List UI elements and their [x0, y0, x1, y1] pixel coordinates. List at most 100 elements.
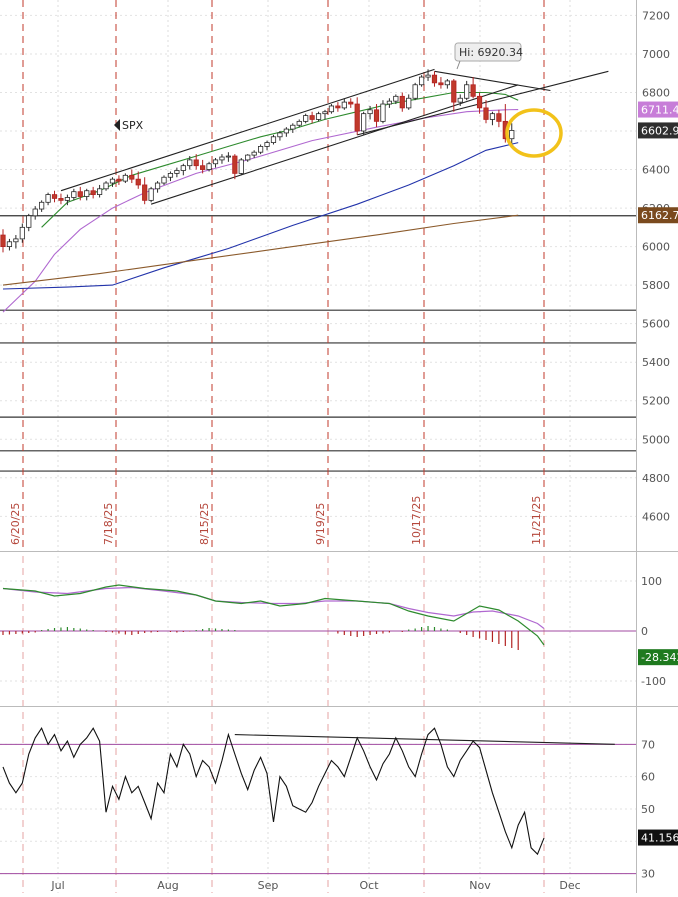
candle-body: [354, 103, 360, 132]
price-tag-box: [638, 101, 678, 118]
macd-value-tag-box: [638, 649, 678, 666]
candle-body: [322, 111, 328, 115]
rsi-value-tag-box: [638, 829, 678, 846]
symbol-marker-icon: [114, 119, 120, 131]
candle-body: [451, 80, 457, 103]
candle-body: [496, 113, 502, 122]
candle-body: [457, 97, 463, 103]
candle-body: [19, 226, 25, 240]
price-tick-label: 5400: [642, 356, 670, 369]
date-marker-label: 10/17/25: [410, 496, 423, 545]
macd-line: [2, 584, 545, 646]
price-tick-label: 6400: [642, 164, 670, 177]
candle-body: [386, 100, 393, 105]
candle-body: [509, 130, 515, 140]
x-tick-label: Jul: [50, 879, 64, 892]
date-marker-label: 6/20/25: [9, 503, 22, 545]
candle-body: [380, 103, 386, 122]
high-annotation-box: [454, 42, 522, 62]
candle-body: [232, 155, 238, 174]
x-tick-label: Sep: [258, 879, 279, 892]
candle-body: [335, 105, 341, 109]
candle-body: [84, 190, 90, 197]
candle-body: [77, 191, 83, 197]
candle-body: [393, 95, 399, 102]
candle-body: [64, 197, 70, 201]
price-tick-label: 4600: [642, 510, 670, 523]
highlight-circle: [505, 108, 563, 158]
candle-body: [13, 238, 19, 243]
candle-body: [418, 76, 425, 86]
rsi-tick-label: 70: [641, 738, 655, 751]
macd-value-tag-label: -28.342: [641, 651, 678, 664]
candle-body: [348, 101, 354, 105]
date-marker-label: 8/15/25: [198, 503, 211, 545]
candle-body: [373, 109, 380, 122]
candle-body: [412, 84, 418, 99]
candle-body: [425, 74, 431, 78]
candle-body: [142, 184, 148, 201]
candle-body: [200, 165, 206, 170]
candle-body: [0, 234, 6, 248]
price-tick-label: 5200: [642, 395, 670, 408]
symbol-label: SPX: [122, 119, 144, 132]
candle-body: [245, 154, 251, 161]
price-tick-label: 6000: [642, 241, 670, 254]
candle-body: [103, 182, 109, 190]
trendline: [434, 70, 551, 92]
price-tick-label: 4800: [642, 472, 670, 485]
candle-body: [167, 172, 174, 178]
date-marker-label: 9/19/25: [314, 503, 327, 545]
candle-body: [476, 95, 483, 109]
trendline: [60, 68, 435, 192]
candle-body: [206, 163, 212, 170]
date-marker-label: 11/21/25: [530, 496, 543, 545]
candle-body: [109, 178, 116, 184]
candle-body: [315, 113, 322, 120]
candle-body: [116, 178, 122, 182]
price-tag-label: 6602.99: [641, 124, 678, 137]
candle-body: [257, 146, 264, 153]
candle-body: [39, 201, 45, 210]
macd-tick-label: -100: [641, 675, 666, 688]
candle-body: [212, 159, 219, 165]
rsi-tick-label: 60: [641, 771, 655, 784]
rsi-line: [2, 727, 545, 856]
candle-body: [309, 115, 315, 120]
trendline: [357, 70, 609, 136]
candle-body: [129, 174, 135, 180]
candle-body: [483, 107, 489, 120]
candle-body: [489, 113, 496, 120]
candle-body: [122, 174, 128, 182]
price-tick-label: 5000: [642, 433, 670, 446]
macd-tick-label: 0: [641, 625, 648, 638]
price-tick-label: 7200: [642, 9, 670, 22]
candle-body: [303, 115, 309, 122]
candle-body: [431, 74, 438, 84]
candle-body: [277, 132, 283, 138]
candle-body: [71, 191, 77, 198]
candle-body: [154, 182, 161, 190]
candle-body: [45, 194, 51, 203]
moving-average-line: [2, 142, 519, 290]
price-tag-box: [638, 122, 678, 139]
rsi-value-tag-label: 41.1568: [641, 832, 678, 845]
high-annotation-pointer: [456, 60, 461, 70]
candle-body: [225, 155, 231, 158]
candle-body: [361, 113, 367, 132]
price-tick-label: 5600: [642, 318, 670, 331]
x-tick-label: Nov: [469, 879, 491, 892]
candle-body: [26, 215, 32, 228]
price-tag-label: 6162.79: [641, 209, 678, 222]
price-tag-box: [638, 207, 678, 224]
x-tick-label: Aug: [157, 879, 178, 892]
candle-body: [6, 241, 13, 248]
candle-body: [251, 151, 257, 156]
candle-body: [135, 178, 141, 186]
candle-body: [174, 170, 180, 174]
candle-body: [328, 105, 335, 113]
candle-body: [270, 136, 277, 143]
candle-body: [464, 84, 470, 99]
candle-body: [399, 95, 405, 109]
